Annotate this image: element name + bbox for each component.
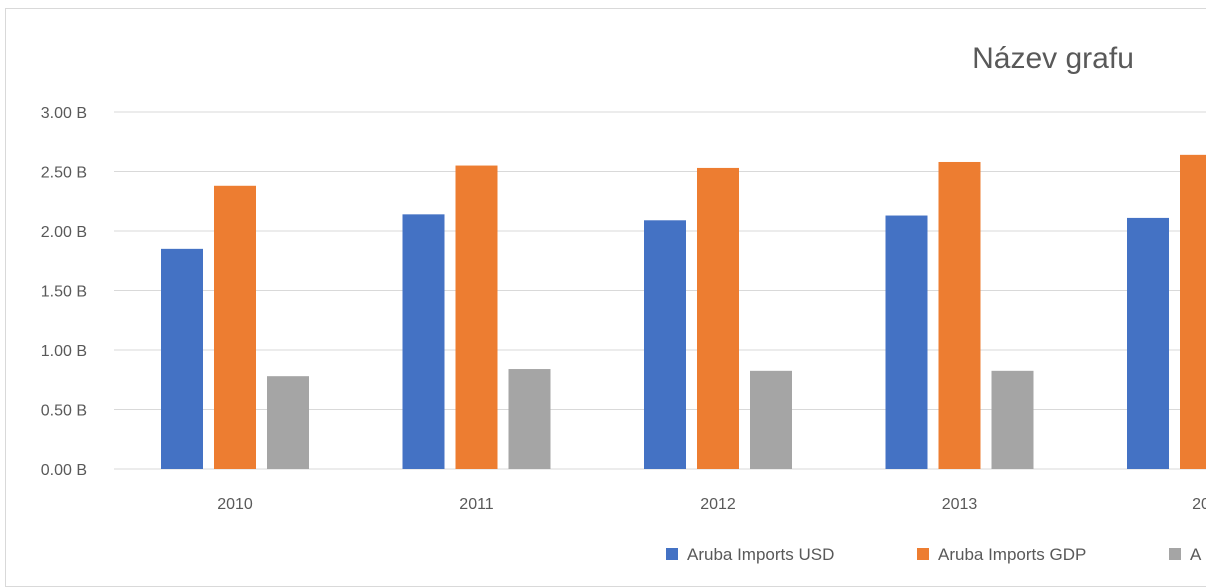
bar	[161, 248, 203, 469]
y-tick-label: 2.50 B	[41, 165, 87, 182]
bar	[697, 167, 739, 469]
bar	[644, 220, 686, 469]
legend-swatch	[666, 548, 678, 560]
y-tick-label: 0.50 B	[41, 403, 87, 420]
bar	[402, 214, 445, 469]
chart-title: Název grafu	[972, 42, 1134, 75]
bar	[214, 185, 256, 469]
y-tick-label: 2.00 B	[41, 224, 87, 241]
bar	[938, 161, 981, 470]
y-tick-label: 1.50 B	[41, 284, 87, 301]
y-tick-label: 3.00 B	[41, 105, 87, 122]
bar	[885, 215, 928, 469]
y-tick-label: 1.00 B	[41, 343, 87, 360]
bar-chart: 0.00 B 0.50 B 1.00 B 1.50 B 2.00 B 2.50 B 3.00…	[41, 42, 1206, 564]
x-tick-label: 2013	[942, 496, 978, 513]
legend-label: Aruba Imports GDP	[938, 545, 1086, 564]
bar	[991, 370, 1034, 469]
chart-area: 0.00 B 0.50 B 1.00 B 1.50 B 2.00 B 2.50 B 3.00…	[5, 8, 1206, 587]
y-tick-label: 0.00 B	[41, 462, 87, 479]
x-tick-label: 2011	[459, 496, 494, 513]
x-tick-label: 2010	[217, 496, 253, 513]
x-tick-label: 2012	[700, 496, 736, 513]
legend-swatch	[1169, 548, 1181, 560]
y-axis-ticks: 0.00 B 0.50 B 1.00 B 1.50 B 2.00 B 2.50 B 3.00…	[41, 105, 87, 479]
bar	[267, 376, 309, 469]
bars	[161, 154, 1206, 470]
legend-label: Aruba Imports USD	[687, 545, 834, 564]
bar	[508, 369, 551, 469]
bar	[1127, 217, 1169, 469]
x-axis-ticks: 2010 2011 2012 2013 20	[217, 496, 1206, 513]
legend-swatch	[917, 548, 929, 560]
legend-label: A	[1190, 545, 1202, 564]
x-tick-label: 20	[1192, 496, 1206, 513]
bar	[455, 165, 498, 470]
bar	[1180, 154, 1206, 469]
legend: Aruba Imports USD Aruba Imports GDP A	[666, 545, 1202, 564]
bar	[750, 370, 792, 469]
